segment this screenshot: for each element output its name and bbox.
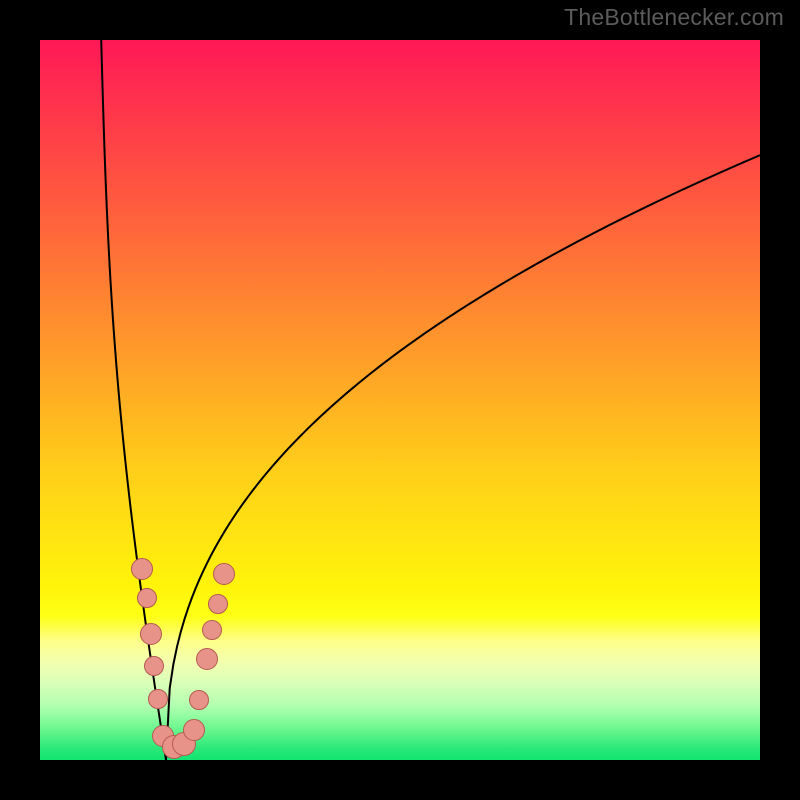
marker-dot xyxy=(148,689,168,709)
marker-dot xyxy=(183,719,205,741)
marker-dot xyxy=(140,623,162,645)
marker-dot xyxy=(196,648,218,670)
plot-area xyxy=(40,40,760,760)
marker-dot xyxy=(202,620,222,640)
watermark-text: TheBottlenecker.com xyxy=(564,4,784,31)
chart-stage: TheBottlenecker.com xyxy=(0,0,800,800)
marker-dot xyxy=(131,558,153,580)
marker-dot xyxy=(144,656,164,676)
curve-left xyxy=(101,40,166,760)
marker-dot xyxy=(208,594,228,614)
marker-dot xyxy=(213,563,235,585)
marker-dot xyxy=(189,690,209,710)
marker-dot xyxy=(137,588,157,608)
bottleneck-curve xyxy=(40,40,760,760)
curve-right xyxy=(166,155,760,760)
